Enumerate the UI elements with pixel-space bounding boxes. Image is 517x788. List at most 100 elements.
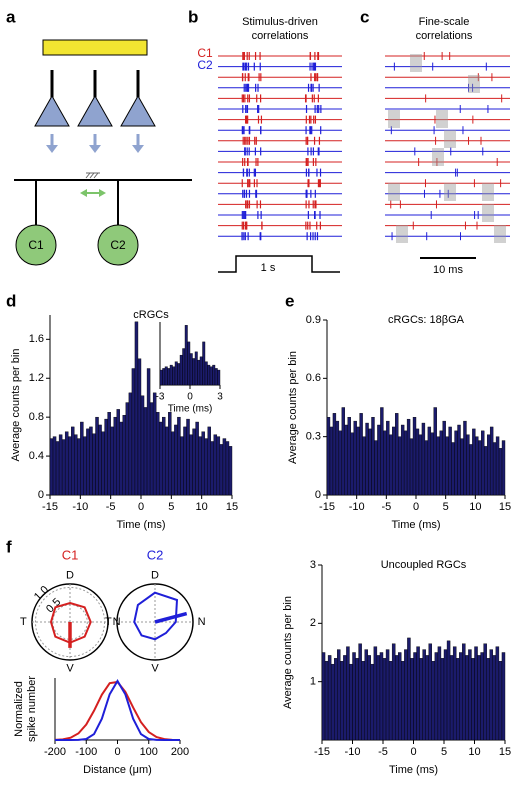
direction-label: T	[105, 616, 112, 628]
y-axis-label: Normalized	[13, 681, 25, 737]
bar	[367, 655, 371, 741]
bar	[466, 434, 470, 496]
x-tick-label: -10	[349, 501, 365, 513]
direction-label: D	[66, 569, 74, 581]
y-tick-label: 0	[315, 489, 321, 501]
bar	[222, 438, 227, 496]
bar	[489, 649, 493, 741]
x-tick-label: 10	[469, 501, 481, 513]
sync-box	[388, 110, 400, 128]
bar	[186, 418, 190, 496]
bar	[403, 430, 408, 496]
bar	[341, 407, 346, 496]
bar	[344, 424, 348, 496]
x-tick-label: -10	[72, 501, 88, 513]
bar	[350, 432, 354, 496]
bar	[418, 434, 423, 496]
panel-title: correlations	[252, 30, 309, 42]
panel-label: f	[6, 537, 12, 556]
bar	[454, 430, 458, 496]
panel-title: Fine-scale	[419, 16, 470, 28]
bar	[457, 424, 461, 496]
bar	[324, 661, 329, 741]
bar	[415, 428, 420, 496]
bar	[374, 440, 378, 496]
circuit-diagram: C1 C2	[14, 39, 192, 266]
direction-label: T	[20, 616, 27, 628]
bar	[469, 444, 473, 496]
bar	[168, 412, 172, 496]
x-tick-label: -15	[42, 501, 58, 513]
bar	[398, 436, 402, 496]
bar	[412, 417, 417, 496]
bar	[346, 646, 350, 741]
bar	[332, 413, 337, 496]
bar	[389, 434, 393, 496]
panel-label: b	[188, 7, 198, 26]
bar	[370, 663, 375, 741]
y-axis-label: Average counts per bin	[282, 596, 294, 709]
x-tick-label: 0	[413, 501, 419, 513]
x-tick-label: 5	[168, 501, 174, 513]
bar	[80, 421, 84, 496]
bar	[329, 426, 334, 496]
bar	[460, 438, 464, 496]
bar	[86, 428, 90, 496]
bar	[443, 649, 448, 741]
panel-label: e	[285, 291, 294, 310]
bar	[487, 434, 491, 496]
y-tick-label: 0.8	[29, 411, 44, 423]
chart-title: cRGCs: 18βGA	[388, 314, 465, 326]
signal-arrows	[46, 134, 144, 153]
bar	[489, 426, 494, 496]
bar	[376, 655, 381, 741]
bar	[356, 426, 360, 496]
bar	[171, 431, 175, 496]
bar	[422, 649, 426, 741]
bar	[421, 422, 426, 496]
coupling-arrow	[80, 189, 106, 197]
bar	[149, 402, 154, 496]
sync-box	[396, 225, 408, 243]
bar	[202, 341, 206, 386]
bar	[364, 649, 368, 741]
bar	[119, 421, 124, 496]
legend-label: C1	[197, 46, 213, 60]
bar	[217, 369, 221, 386]
bar	[146, 368, 151, 496]
bar	[214, 368, 218, 386]
bar	[484, 446, 488, 496]
bar	[413, 652, 417, 741]
r-tick-label: 1.0	[32, 584, 51, 603]
chart-title: C2	[147, 547, 164, 562]
stimulus-bar	[42, 39, 148, 56]
bar	[428, 643, 432, 741]
bar	[164, 366, 168, 386]
x-tick-label: 5	[441, 746, 447, 758]
bar	[219, 444, 224, 496]
direction-label: N	[198, 616, 206, 628]
y-tick-label: 1.2	[29, 372, 44, 384]
bar	[431, 661, 436, 741]
x-tick-label: 3	[217, 392, 223, 403]
bar	[192, 358, 196, 386]
x-tick-label: 5	[443, 501, 449, 513]
bar	[92, 433, 96, 496]
bar	[462, 643, 466, 741]
bar	[216, 436, 221, 496]
bar	[210, 441, 214, 496]
bar	[228, 446, 233, 496]
bar	[439, 430, 443, 496]
bar	[67, 436, 72, 496]
bar	[480, 652, 484, 741]
bar	[199, 356, 203, 386]
bar	[95, 416, 99, 496]
bar	[481, 430, 485, 496]
y-tick-label: 0.9	[306, 314, 321, 326]
bar	[337, 649, 341, 741]
bar	[433, 407, 437, 496]
bar	[77, 438, 81, 496]
sync-box	[468, 75, 480, 93]
bar	[204, 438, 208, 496]
